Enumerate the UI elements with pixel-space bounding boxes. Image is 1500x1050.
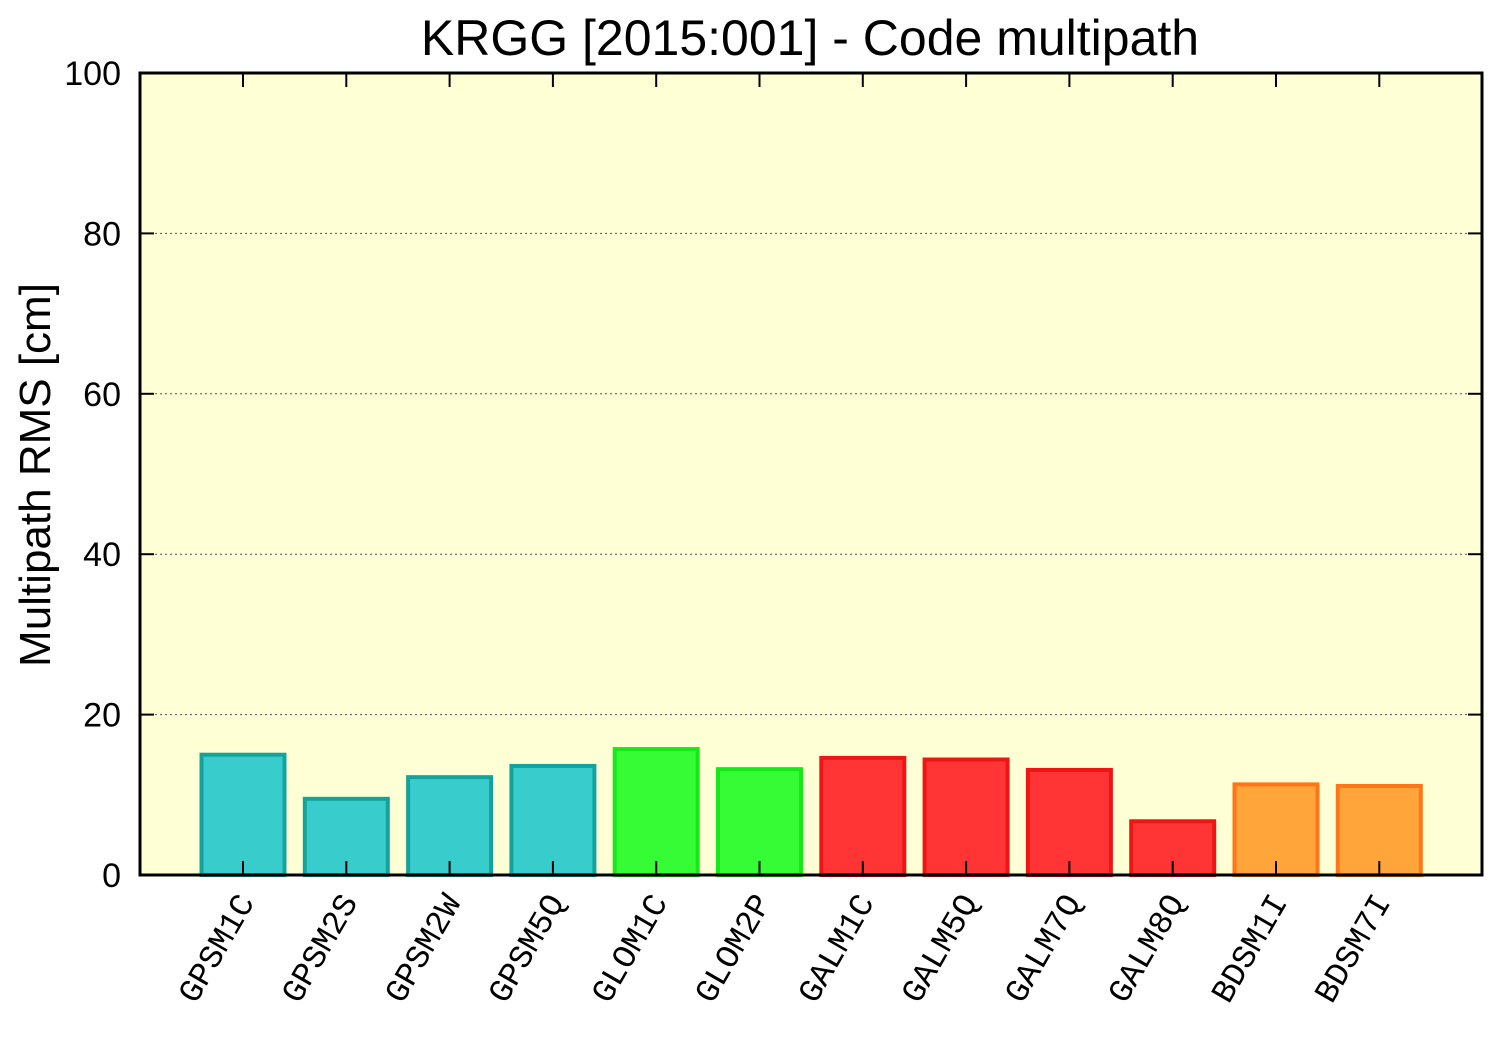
x-tick-label: GPSM2S: [276, 889, 367, 1010]
bar: [406, 775, 494, 878]
bar: [716, 767, 803, 877]
y-tick-labels: 0 20 40 60 80 100: [64, 55, 121, 895]
y-axis-label: Multipath RMS [cm]: [11, 283, 60, 667]
bar: [1335, 783, 1423, 878]
grid-lines: [140, 232, 1482, 716]
plot-frame: [138, 71, 1484, 877]
y-tick-label: 80: [83, 215, 121, 253]
x-tick-label: BDSM1I: [1205, 889, 1296, 1010]
x-tick-label: GPSM1C: [172, 889, 263, 1010]
x-tick-label: GALM7Q: [999, 889, 1090, 1010]
y-tick-label: 60: [83, 376, 121, 414]
bar: [612, 747, 700, 877]
y-tick-label: 40: [83, 536, 121, 574]
x-tick-label: GALM8Q: [1102, 889, 1193, 1010]
bar: [199, 752, 287, 878]
x-tick-label: GLOM2P: [689, 889, 780, 1010]
x-tick-label: GALM1C: [792, 889, 883, 1010]
y-tick-label: 100: [64, 55, 121, 93]
bar: [1025, 767, 1113, 877]
plot-area: [140, 73, 1482, 875]
bar: [509, 763, 597, 877]
x-tick-labels: GPSM1C GPSM2S GPSM2W GPSM5Q GLOM1C GLOM2P GALM…: [172, 888, 1400, 1010]
y-tick-label: 0: [102, 857, 121, 895]
y-tick-label: 20: [83, 697, 121, 735]
x-tick-label: GALM5Q: [895, 889, 986, 1010]
chart-title: KRGG [2015:001] - Code multipath: [421, 10, 1199, 66]
x-tick-label: BDSM7I: [1309, 889, 1400, 1010]
x-tick-label: GPSM2W: [379, 888, 471, 1010]
x-tick-label: GLOM1C: [585, 889, 676, 1010]
bar: [1232, 782, 1320, 878]
axis-ticks: [140, 72, 1482, 876]
bar: [819, 755, 907, 878]
bar: [922, 757, 1010, 878]
x-tick-label: GPSM5Q: [482, 889, 573, 1010]
